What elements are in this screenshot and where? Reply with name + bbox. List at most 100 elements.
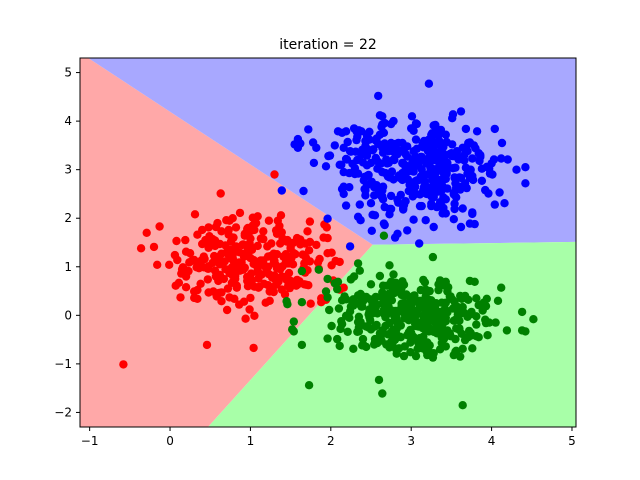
point-green: [497, 283, 506, 292]
point-red: [176, 293, 185, 302]
point-blue: [451, 163, 460, 172]
point-green: [460, 291, 470, 301]
point-red: [284, 268, 294, 278]
y-tick-label: 5: [64, 66, 72, 80]
point-green: [378, 326, 387, 335]
point-red: [149, 242, 159, 252]
point-green: [424, 305, 434, 315]
point-red: [235, 266, 245, 275]
point-blue: [353, 132, 362, 141]
point-red: [181, 235, 190, 245]
point-red: [165, 260, 174, 269]
point-blue: [460, 179, 470, 188]
point-blue: [449, 151, 458, 161]
point-green: [346, 275, 356, 284]
point-green: [386, 277, 396, 286]
point-blue: [458, 204, 467, 213]
point-red: [274, 277, 283, 286]
point-red: [235, 208, 245, 218]
x-tick-label: −1: [81, 434, 99, 448]
x-tick-label: 0: [166, 434, 174, 448]
point-red: [243, 224, 252, 234]
point-green: [325, 305, 334, 315]
point-green: [456, 352, 465, 361]
point-red: [216, 189, 225, 198]
point-blue: [441, 195, 450, 204]
point-green: [428, 252, 438, 262]
point-red: [298, 250, 307, 259]
point-red: [243, 282, 253, 291]
point-green: [493, 296, 503, 305]
point-blue: [450, 173, 459, 183]
point-red: [286, 243, 295, 252]
point-red: [253, 241, 262, 251]
point-blue: [406, 179, 415, 188]
point-green: [385, 261, 394, 270]
decision-regions: [80, 58, 576, 427]
point-blue: [427, 132, 437, 141]
point-blue: [449, 215, 458, 224]
point-blue: [277, 186, 286, 195]
point-blue: [304, 125, 313, 134]
point-red: [204, 264, 213, 273]
point-blue: [343, 137, 352, 147]
point-green: [353, 327, 362, 336]
point-green: [321, 287, 331, 296]
point-red: [225, 253, 234, 263]
point-green: [348, 298, 357, 307]
point-green: [364, 310, 373, 319]
point-blue: [456, 107, 466, 116]
point-blue: [437, 177, 446, 186]
point-green: [334, 304, 344, 313]
point-green: [455, 316, 464, 325]
point-red: [181, 283, 191, 292]
point-blue: [415, 239, 424, 248]
point-red: [174, 278, 184, 287]
point-blue: [456, 222, 466, 232]
point-green: [456, 309, 465, 319]
point-green: [353, 259, 363, 268]
point-green: [392, 314, 401, 323]
point-green: [337, 317, 346, 326]
point-green: [379, 231, 389, 240]
x-tick-label: 3: [407, 434, 415, 448]
y-tick-label: 2: [64, 211, 72, 225]
point-blue: [355, 200, 364, 209]
point-red: [319, 233, 328, 242]
point-red: [223, 265, 233, 274]
y-tick-label: −1: [54, 357, 72, 371]
point-green: [472, 294, 481, 303]
point-blue: [356, 216, 365, 225]
point-green: [389, 270, 398, 279]
point-green: [464, 333, 473, 342]
point-green: [434, 285, 443, 295]
point-green: [357, 302, 366, 311]
point-blue: [490, 124, 499, 134]
point-blue: [321, 162, 331, 171]
point-green: [472, 320, 481, 329]
point-blue: [431, 120, 440, 130]
point-blue: [372, 181, 381, 190]
point-green: [450, 297, 459, 306]
point-red: [306, 299, 315, 308]
point-green: [468, 344, 477, 353]
point-blue: [500, 199, 509, 208]
point-red: [230, 294, 239, 303]
point-blue: [437, 149, 446, 159]
point-blue: [468, 208, 477, 217]
point-red: [245, 305, 254, 314]
point-blue: [484, 189, 493, 198]
point-blue: [418, 140, 427, 149]
point-green: [440, 281, 450, 290]
point-red: [273, 216, 282, 225]
point-green: [366, 295, 375, 304]
point-green: [333, 334, 342, 344]
point-green: [370, 322, 380, 331]
point-blue: [386, 204, 396, 214]
point-red: [280, 290, 290, 299]
point-green: [289, 317, 298, 326]
point-green: [400, 314, 409, 323]
point-green: [370, 338, 380, 347]
point-red: [155, 222, 164, 231]
point-blue: [377, 192, 386, 201]
